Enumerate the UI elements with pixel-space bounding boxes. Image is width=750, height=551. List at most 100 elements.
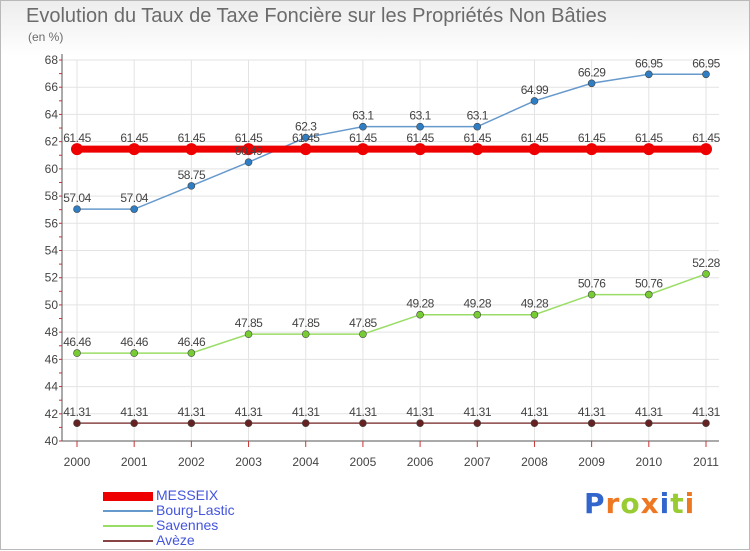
data-point-av-ze [587, 419, 596, 427]
data-label-messeix: 61.45 [521, 131, 549, 145]
data-label-bourg-lastic: 66.29 [578, 65, 606, 79]
data-point-savennes [587, 290, 596, 299]
data-point-av-ze [473, 419, 482, 427]
data-point-savennes [187, 349, 196, 357]
legend-label-messeix: MESSEIX [156, 487, 219, 503]
data-label-av-ze: 41.31 [120, 405, 148, 419]
data-label-messeix: 61.45 [464, 131, 492, 145]
data-labels: 61.45 61.45 61.45 61.45 61.45 61.45 61.45 61.45… [63, 56, 721, 419]
data-label-messeix: 61.45 [120, 131, 148, 145]
data-label-messeix: 61.45 [292, 131, 320, 145]
data-label-bourg-lastic: 63.1 [352, 109, 374, 123]
data-point-bourg-lastic [416, 122, 424, 131]
data-label-bourg-lastic: 60.49 [235, 144, 263, 158]
data-point-savennes [359, 330, 367, 338]
logo-letter: o [620, 487, 641, 520]
x-tick-label: 2003 [235, 455, 262, 469]
data-label-av-ze: 41.31 [63, 405, 91, 419]
data-label-bourg-lastic: 66.95 [692, 56, 720, 70]
data-point-savennes [473, 310, 482, 319]
data-point-bourg-lastic [473, 122, 482, 131]
data-label-messeix: 61.45 [578, 131, 606, 145]
legend-label-bourg-lastic: Bourg-Lastic [156, 502, 235, 518]
y-tick-label: 46 [45, 352, 59, 366]
data-label-av-ze: 41.31 [521, 405, 549, 419]
data-label-messeix: 61.45 [63, 131, 91, 145]
y-tick-label: 50 [45, 298, 59, 312]
data-point-messeix [71, 143, 83, 156]
data-label-savennes: 49.28 [464, 297, 492, 311]
data-label-messeix: 61.45 [692, 131, 720, 145]
data-label-bourg-lastic: 63.1 [467, 109, 489, 123]
x-tick-label: 2002 [178, 455, 205, 469]
data-label-av-ze: 41.31 [178, 405, 206, 419]
legend-swatch-aveze [103, 540, 153, 542]
data-point-av-ze [187, 419, 196, 427]
data-point-savennes [130, 349, 138, 357]
data-point-messeix [585, 143, 598, 156]
gridlines [62, 59, 719, 442]
data-point-av-ze [530, 419, 539, 427]
data-label-av-ze: 41.31 [235, 405, 263, 419]
data-label-bourg-lastic: 64.99 [521, 83, 549, 97]
legend-swatch-bourg-lastic [103, 510, 153, 512]
data-label-bourg-lastic: 66.95 [635, 56, 663, 70]
data-point-savennes [645, 290, 653, 299]
data-point-savennes [301, 330, 310, 338]
data-point-messeix [642, 143, 655, 156]
series-group [71, 70, 712, 427]
data-label-savennes: 46.46 [63, 335, 91, 349]
data-point-av-ze [73, 419, 81, 427]
x-tick-label: 2008 [521, 455, 548, 469]
data-label-av-ze: 41.31 [578, 405, 606, 419]
x-tick-label: 2010 [635, 455, 662, 469]
y-tick-label: 40 [45, 434, 59, 448]
logo-letter: i [684, 487, 696, 520]
data-point-messeix [528, 143, 541, 156]
data-point-messeix [299, 143, 312, 156]
logo-letter: r [605, 487, 621, 520]
data-point-savennes [244, 330, 253, 338]
data-point-av-ze [645, 419, 653, 427]
data-label-bourg-lastic: 57.04 [120, 191, 148, 205]
data-point-bourg-lastic [359, 122, 367, 131]
data-point-bourg-lastic [130, 205, 138, 213]
y-unit-label: (en %) [28, 30, 64, 44]
logo-letter: P [584, 487, 606, 520]
x-tick-label: 2005 [350, 455, 377, 469]
data-point-savennes [416, 310, 424, 319]
data-point-av-ze [416, 419, 424, 427]
legend-swatch-messeix [103, 492, 153, 501]
data-label-messeix: 61.45 [235, 131, 263, 145]
data-label-savennes: 47.85 [235, 316, 263, 330]
data-label-messeix: 61.45 [406, 131, 434, 145]
legend-label-savennes: Savennes [156, 517, 219, 533]
y-tick-label: 62 [45, 135, 59, 149]
y-tick-label: 68 [45, 53, 59, 67]
data-label-savennes: 49.28 [406, 297, 434, 311]
y-tick-label: 44 [45, 380, 59, 394]
data-point-messeix [128, 143, 141, 156]
data-point-savennes [73, 349, 81, 357]
axes: 40 42 44 46 48 50 52 54 56 58 60 62 64 66 68 2000 2001 20… [45, 53, 720, 469]
data-point-messeix [185, 143, 198, 156]
logo-letter: t [670, 487, 685, 520]
y-tick-label: 66 [45, 80, 59, 94]
data-point-messeix [414, 143, 427, 156]
logo-letter: i [659, 487, 671, 520]
chart-title: Evolution du Taux de Taxe Foncière sur l… [26, 5, 607, 27]
y-tick-label: 42 [45, 407, 59, 421]
x-tick-label: 2009 [578, 455, 605, 469]
data-point-bourg-lastic [645, 70, 653, 79]
data-point-messeix [242, 143, 255, 156]
data-point-bourg-lastic [301, 133, 310, 142]
x-tick-label: 2000 [64, 455, 91, 469]
data-point-bourg-lastic [244, 158, 253, 166]
data-label-messeix: 61.45 [635, 131, 663, 145]
x-tick-label: 2006 [407, 455, 434, 469]
series-line-savennes [77, 273, 707, 354]
data-point-savennes [702, 270, 710, 278]
y-tick-label: 60 [45, 162, 59, 176]
data-label-messeix: 61.45 [178, 131, 206, 145]
